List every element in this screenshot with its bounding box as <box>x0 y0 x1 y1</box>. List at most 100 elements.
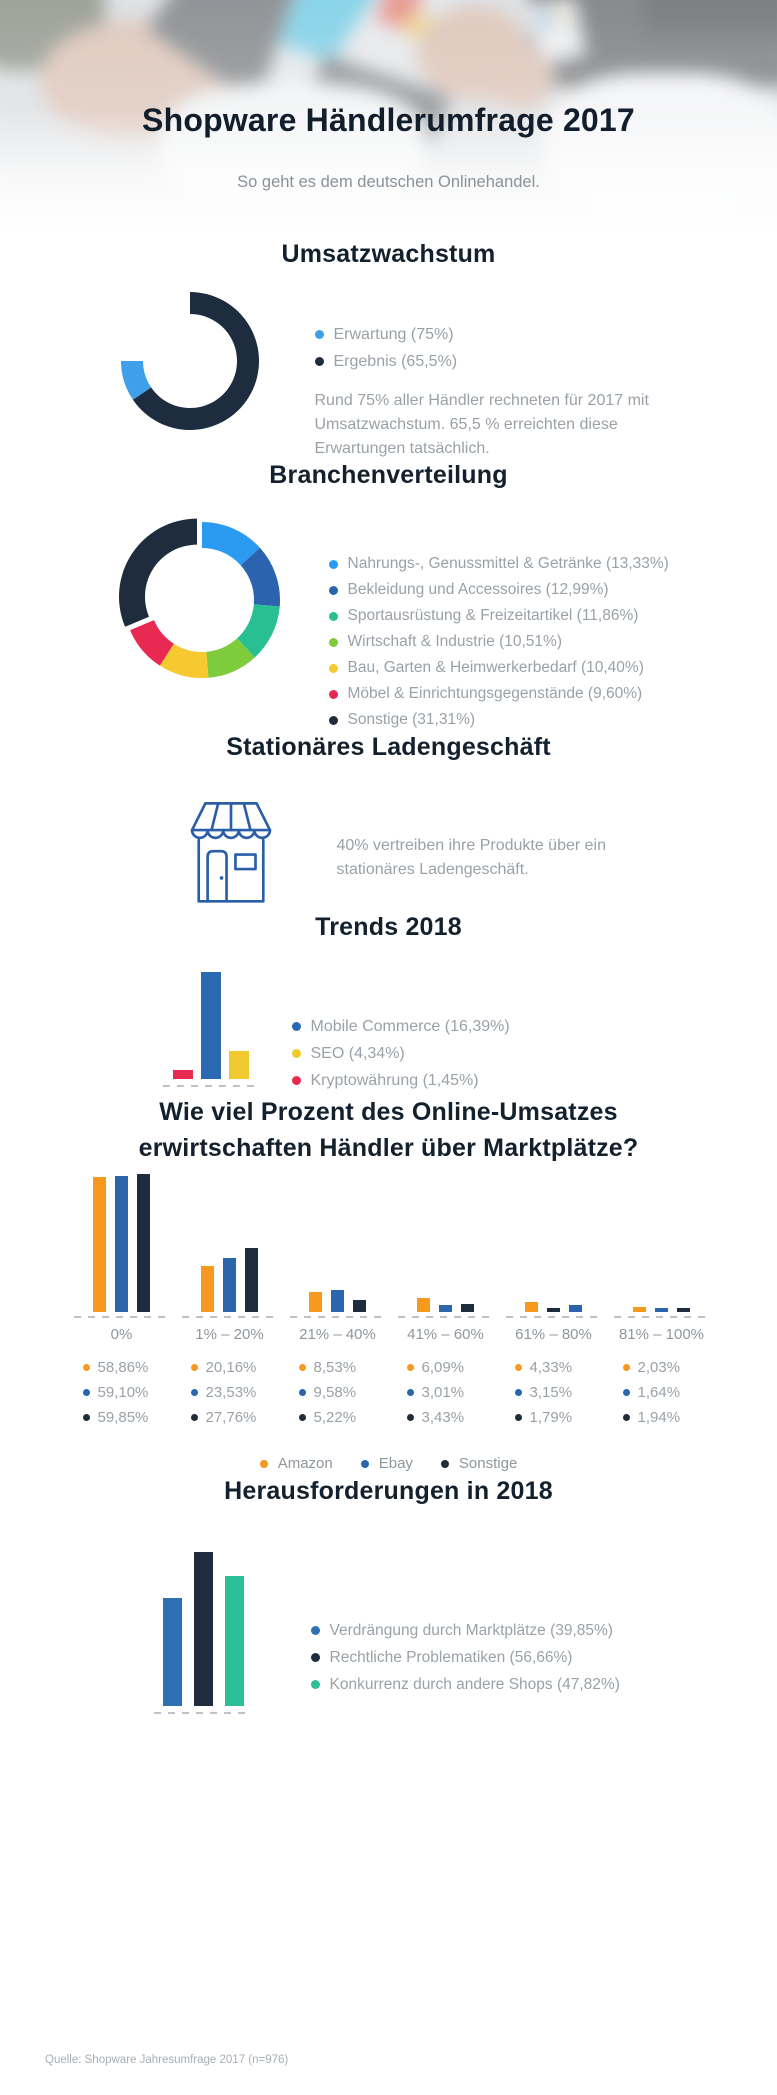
legend-label: 58,86% <box>97 1359 149 1376</box>
legend-label: Erwartung (75%) <box>333 326 454 343</box>
group-label: 0% <box>110 1326 133 1343</box>
legend-label: 5,22% <box>313 1409 357 1426</box>
marketplace-group: 21% – 40% 8,53% 9,58% 5,22% <box>284 1174 392 1430</box>
bar-amazon <box>308 1292 322 1312</box>
bar-sonstige <box>546 1308 560 1312</box>
trends-bar-chart <box>162 970 259 1087</box>
legend-label: 23,53% <box>205 1384 257 1401</box>
photo-fade-overlay <box>0 0 777 240</box>
donut-segment <box>159 643 208 678</box>
donut-segment <box>201 522 260 566</box>
marktplaetze-title-line1: Wie viel Prozent des Online-Umsatzes <box>159 1098 618 1126</box>
legend-dot-icon <box>328 611 338 621</box>
bar <box>162 1598 182 1706</box>
bar <box>224 1576 244 1706</box>
legend-label: Mobile Commerce (16,39%) <box>310 1018 510 1035</box>
legend-dot-icon <box>514 1414 522 1421</box>
marktplaetze-legend: Amazon Ebay Sonstige <box>79 1450 699 1477</box>
legend-item: Rechtliche Problematiken (56,66%) <box>310 1644 620 1671</box>
legend-dot-icon <box>328 689 338 699</box>
section-title-marktplaetze: Wie viel Prozent des Online-Umsatzes erw… <box>79 1094 699 1166</box>
legend-label: Wirtschaft & Industrie (10,51%) <box>347 633 563 650</box>
legend-dot-icon <box>190 1389 198 1396</box>
legend-dot-icon <box>514 1364 522 1371</box>
group-label: 81% – 100% <box>618 1326 705 1343</box>
legend-label: 1,79% <box>529 1409 573 1426</box>
bar-amazon <box>524 1302 538 1312</box>
legend-label: Ergebnis (65,5%) <box>333 353 458 370</box>
legend-label: Bekleidung und Accessoires (12,99%) <box>347 581 609 598</box>
legend-dot-icon <box>82 1414 90 1421</box>
legend-dot-icon <box>328 585 338 595</box>
section-title-ladengeschaeft: Stationäres Ladengeschäft <box>226 733 551 761</box>
bar-ebay <box>222 1258 236 1312</box>
legend-item: Amazon <box>259 1450 333 1477</box>
legend-dot-icon <box>298 1389 306 1396</box>
legend-label: 8,53% <box>313 1359 357 1376</box>
bar-sonstige <box>460 1304 474 1312</box>
legend-dot-icon <box>82 1364 90 1371</box>
legend-label: 9,58% <box>313 1384 357 1401</box>
group-label: 1% – 20% <box>195 1326 264 1343</box>
herausforderungen-legend: Verdrängung durch Marktplätze (39,85%) Re… <box>310 1617 620 1698</box>
source-note: Quelle: Shopware Jahresumfrage 2017 (n=9… <box>45 2054 289 2066</box>
group-values: 58,86% 59,10% 59,85% <box>68 1355 176 1430</box>
marketplace-group: 0% 58,86% 59,10% 59,85% <box>68 1174 176 1430</box>
umsatzwachstum-donut-chart <box>120 292 259 430</box>
bar-amazon <box>632 1307 646 1312</box>
legend-item: Erwartung (75%) <box>314 321 660 348</box>
legend-dot-icon <box>291 1022 301 1031</box>
legend-item: 3,43% <box>406 1405 500 1430</box>
bar-sonstige <box>244 1248 258 1312</box>
herausforderungen-section: Verdrängung durch Marktplätze (39,85%) Re… <box>79 1550 699 1714</box>
group-baseline <box>505 1316 602 1318</box>
donut-segment <box>236 604 280 658</box>
legend-dot-icon <box>514 1389 522 1396</box>
group-values: 2,03% 1,64% 1,94% <box>608 1355 716 1430</box>
marktplaetze-title-line2: erwirtschaften Händler über Marktplätze? <box>138 1134 639 1162</box>
legend-label: 1,64% <box>637 1384 681 1401</box>
legend-item: 59,85% <box>82 1405 176 1430</box>
legend-label: Konkurrenz durch andere Shops (47,82%) <box>329 1676 620 1693</box>
marketplace-group: 81% – 100% 2,03% 1,64% 1,94% <box>608 1174 716 1430</box>
legend-dot-icon <box>328 559 338 569</box>
legend-item: 8,53% <box>298 1355 392 1380</box>
section-title-trends: Trends 2018 <box>315 913 462 941</box>
legend-item: 27,76% <box>190 1405 284 1430</box>
legend-label: 3,15% <box>529 1384 573 1401</box>
legend-label: Verdrängung durch Marktplätze (39,85%) <box>329 1622 613 1639</box>
legend-label: Kryptowährung (1,45%) <box>310 1072 479 1089</box>
legend-label: 1,94% <box>637 1409 681 1426</box>
bar-ebay <box>438 1305 452 1312</box>
legend-dot-icon <box>328 715 338 725</box>
legend-label: 6,09% <box>421 1359 465 1376</box>
legend-item: 5,22% <box>298 1405 392 1430</box>
umsatzwachstum-section: Erwartung (75%) Ergebnis (65,5%) Rund 75%… <box>79 291 699 461</box>
legend-item: 2,03% <box>622 1355 716 1380</box>
legend-item: Nahrungs-, Genussmittel & Getränke (13,3… <box>328 551 669 577</box>
legend-dot-icon <box>314 330 324 339</box>
trends-legend: Mobile Commerce (16,39%) SEO (4,34%) Krypt… <box>291 1013 510 1094</box>
marketplace-group-bars <box>92 1174 151 1312</box>
legend-dot-icon <box>298 1364 306 1371</box>
legend-dot-icon <box>406 1389 414 1396</box>
legend-dot-icon <box>328 637 338 647</box>
herausforderungen-bar-chart <box>153 1550 251 1714</box>
legend-label: Nahrungs-, Genussmittel & Getränke (13,3… <box>347 555 669 572</box>
legend-dot-icon <box>310 1680 320 1689</box>
legend-item: Mobile Commerce (16,39%) <box>291 1013 510 1040</box>
legend-item: Ergebnis (65,5%) <box>314 348 660 375</box>
legend-item: SEO (4,34%) <box>291 1040 510 1067</box>
donut-segment <box>129 620 174 666</box>
legend-dot-icon <box>310 1653 320 1662</box>
legend-item: Sportausrüstung & Freizeitartikel (11,86… <box>328 603 669 629</box>
group-values: 6,09% 3,01% 3,43% <box>392 1355 500 1430</box>
marketplace-group-bars <box>416 1174 475 1312</box>
legend-dot-icon <box>622 1364 630 1371</box>
legend-label: Rechtliche Problematiken (56,66%) <box>329 1649 573 1666</box>
legend-item: 58,86% <box>82 1355 176 1380</box>
section-title-umsatzwachstum: Umsatzwachstum <box>281 240 496 268</box>
legend-label: Sonstige (31,31%) <box>347 711 476 728</box>
legend-item: 4,33% <box>514 1355 608 1380</box>
donut-segment <box>240 547 280 607</box>
